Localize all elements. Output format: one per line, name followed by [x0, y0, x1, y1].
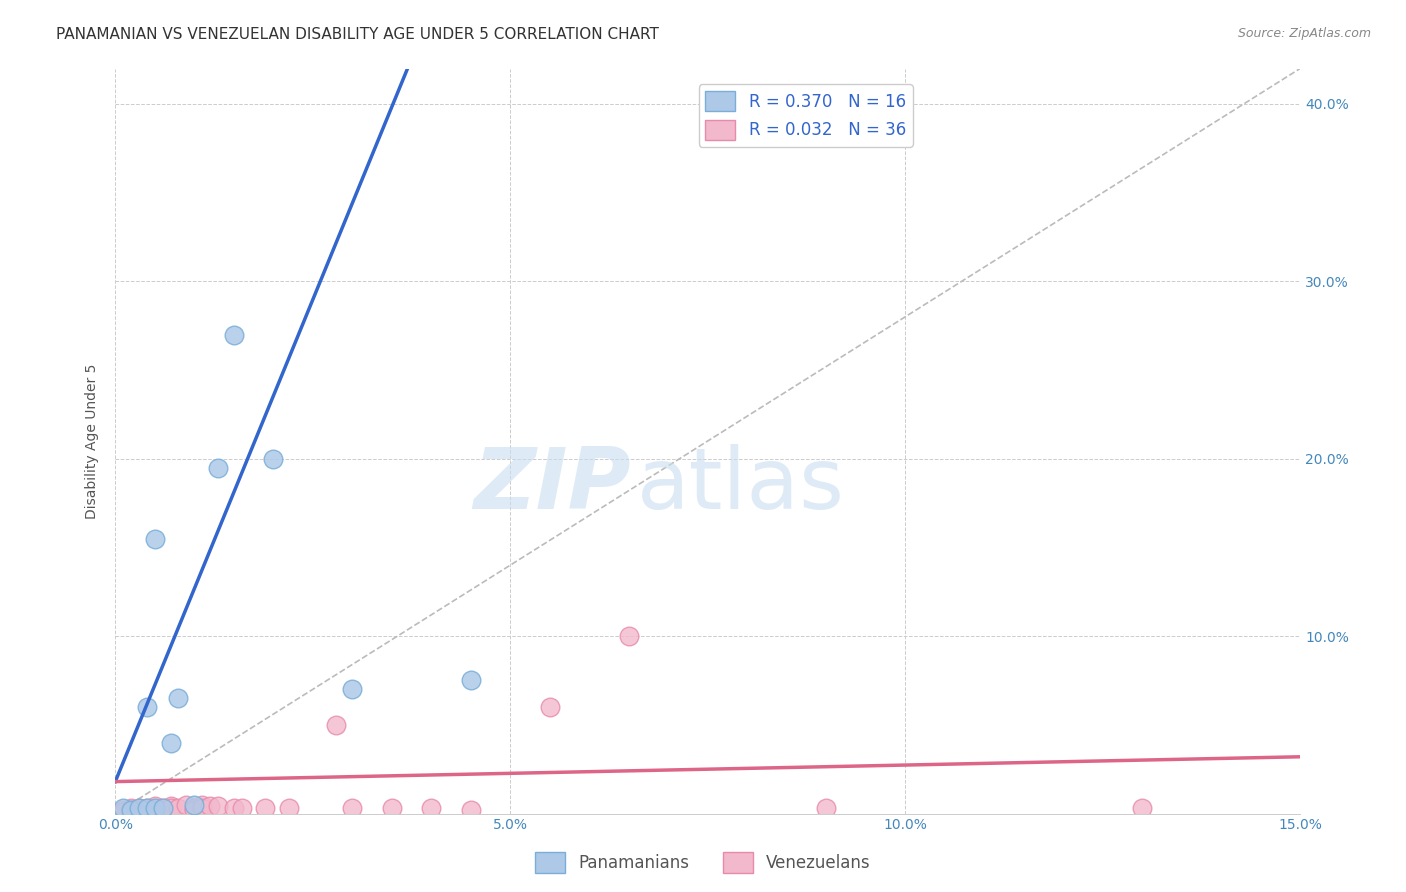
- Point: [120, 805, 142, 819]
- Point: [152, 801, 174, 815]
- Point: [222, 327, 245, 342]
- Text: PANAMANIAN VS VENEZUELAN DISABILITY AGE UNDER 5 CORRELATION CHART: PANAMANIAN VS VENEZUELAN DISABILITY AGE …: [56, 27, 659, 42]
- Point: [342, 801, 364, 815]
- Text: ZIP: ZIP: [472, 444, 631, 527]
- Point: [167, 691, 190, 706]
- Point: [143, 532, 166, 546]
- Point: [112, 805, 135, 819]
- Point: [191, 797, 214, 812]
- Y-axis label: Disability Age Under 5: Disability Age Under 5: [86, 363, 100, 519]
- Point: [159, 735, 181, 749]
- Point: [231, 801, 253, 815]
- Point: [460, 673, 482, 688]
- Point: [538, 700, 561, 714]
- Point: [120, 803, 142, 817]
- Point: [176, 797, 198, 812]
- Point: [120, 803, 142, 817]
- Point: [143, 803, 166, 817]
- Point: [342, 682, 364, 697]
- Point: [152, 801, 174, 815]
- Point: [128, 801, 150, 815]
- Point: [183, 797, 205, 812]
- Legend: R = 0.370   N = 16, R = 0.032   N = 36: R = 0.370 N = 16, R = 0.032 N = 36: [699, 85, 912, 146]
- Point: [112, 801, 135, 815]
- Point: [617, 629, 640, 643]
- Point: [112, 803, 135, 817]
- Point: [460, 803, 482, 817]
- Point: [198, 799, 221, 814]
- Point: [1130, 801, 1153, 815]
- Point: [135, 801, 157, 815]
- Point: [191, 801, 214, 815]
- Point: [815, 801, 838, 815]
- Point: [128, 803, 150, 817]
- Text: Source: ZipAtlas.com: Source: ZipAtlas.com: [1237, 27, 1371, 40]
- Point: [167, 801, 190, 815]
- Text: atlas: atlas: [637, 444, 845, 527]
- Point: [143, 801, 166, 815]
- Point: [135, 700, 157, 714]
- Point: [159, 799, 181, 814]
- Point: [159, 801, 181, 815]
- Point: [262, 451, 284, 466]
- Point: [222, 801, 245, 815]
- Point: [135, 801, 157, 815]
- Point: [278, 801, 301, 815]
- Point: [152, 803, 174, 817]
- Point: [207, 460, 229, 475]
- Point: [207, 799, 229, 814]
- Point: [183, 803, 205, 817]
- Point: [143, 799, 166, 814]
- Point: [128, 801, 150, 815]
- Point: [381, 801, 404, 815]
- Point: [120, 801, 142, 815]
- Point: [254, 801, 277, 815]
- Point: [183, 801, 205, 815]
- Legend: Panamanians, Venezuelans: Panamanians, Venezuelans: [529, 846, 877, 880]
- Point: [325, 718, 347, 732]
- Point: [135, 803, 157, 817]
- Point: [420, 801, 443, 815]
